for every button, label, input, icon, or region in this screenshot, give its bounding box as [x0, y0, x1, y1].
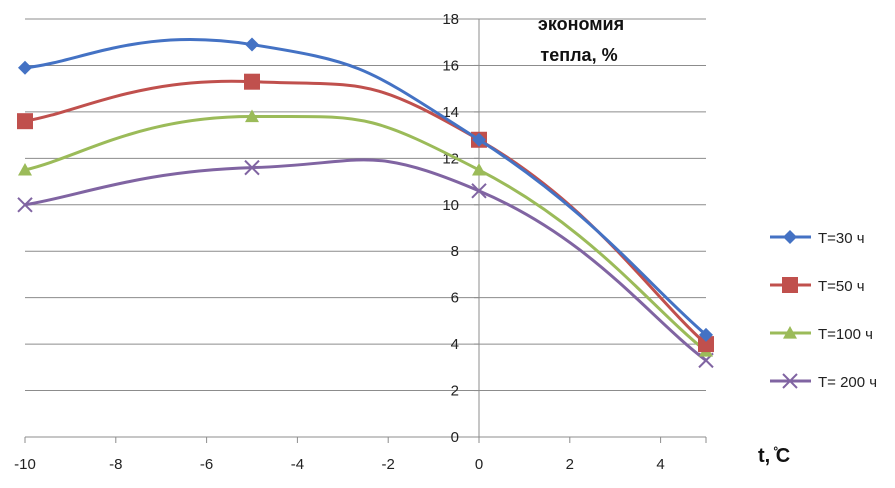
x-tick-label: 2	[566, 456, 574, 473]
series-line	[24, 158, 707, 362]
legend-label: T=100 ч	[818, 326, 873, 343]
legend-marker	[783, 326, 797, 339]
series-group	[17, 37, 714, 369]
y-axis-label-line-1: экономия	[538, 14, 624, 34]
x-tick-label: -4	[291, 456, 304, 473]
y-tick-label: 4	[451, 336, 459, 353]
data-point-marker	[698, 336, 714, 353]
data-point-marker	[18, 162, 32, 176]
legend-label: T=50 ч	[818, 278, 865, 295]
y-tick-label: 18	[442, 11, 459, 28]
data-point-marker	[17, 113, 33, 130]
x-tick-label: 0	[475, 456, 483, 473]
legend-marker	[782, 277, 798, 293]
x-tick-label: 4	[656, 456, 664, 473]
grid-lines	[25, 18, 706, 392]
y-tick-label: 2	[451, 383, 459, 400]
data-point-marker	[244, 159, 260, 176]
legend-label: T=30 ч	[818, 230, 865, 247]
data-point-marker	[18, 60, 32, 75]
x-tick-label: -6	[200, 456, 213, 473]
y-tick-label: 0	[451, 429, 459, 446]
data-point-marker	[699, 327, 713, 342]
x-tick-label: -8	[109, 456, 122, 473]
series-line	[24, 38, 707, 336]
data-point-marker	[472, 132, 486, 147]
data-point-marker	[245, 37, 259, 52]
data-point-marker	[245, 109, 259, 123]
x-axis-label: t, ̊C	[758, 445, 790, 467]
legend-marker	[782, 373, 798, 389]
legend: T=30 ч T=50 ч T=100 ч T= 200 ч	[770, 230, 877, 391]
y-tick-label: 14	[442, 104, 459, 121]
x-tick-label: -10	[14, 456, 36, 473]
data-point-marker	[244, 73, 260, 90]
legend-label: T= 200 ч	[818, 374, 877, 391]
data-point-marker	[17, 197, 33, 213]
legend-marker	[783, 230, 797, 244]
y-tick-label: 8	[451, 243, 459, 260]
y-tick-label: 16	[442, 57, 459, 74]
y-tick-label: 10	[442, 197, 459, 214]
axes	[24, 18, 707, 443]
data-point-marker	[472, 162, 486, 176]
x-tick-label: -2	[382, 456, 395, 473]
series-line	[24, 114, 707, 353]
data-point-marker	[471, 183, 487, 199]
y-tick-label: 6	[451, 290, 459, 307]
y-axis-label-line-2: тепла, %	[540, 45, 617, 65]
